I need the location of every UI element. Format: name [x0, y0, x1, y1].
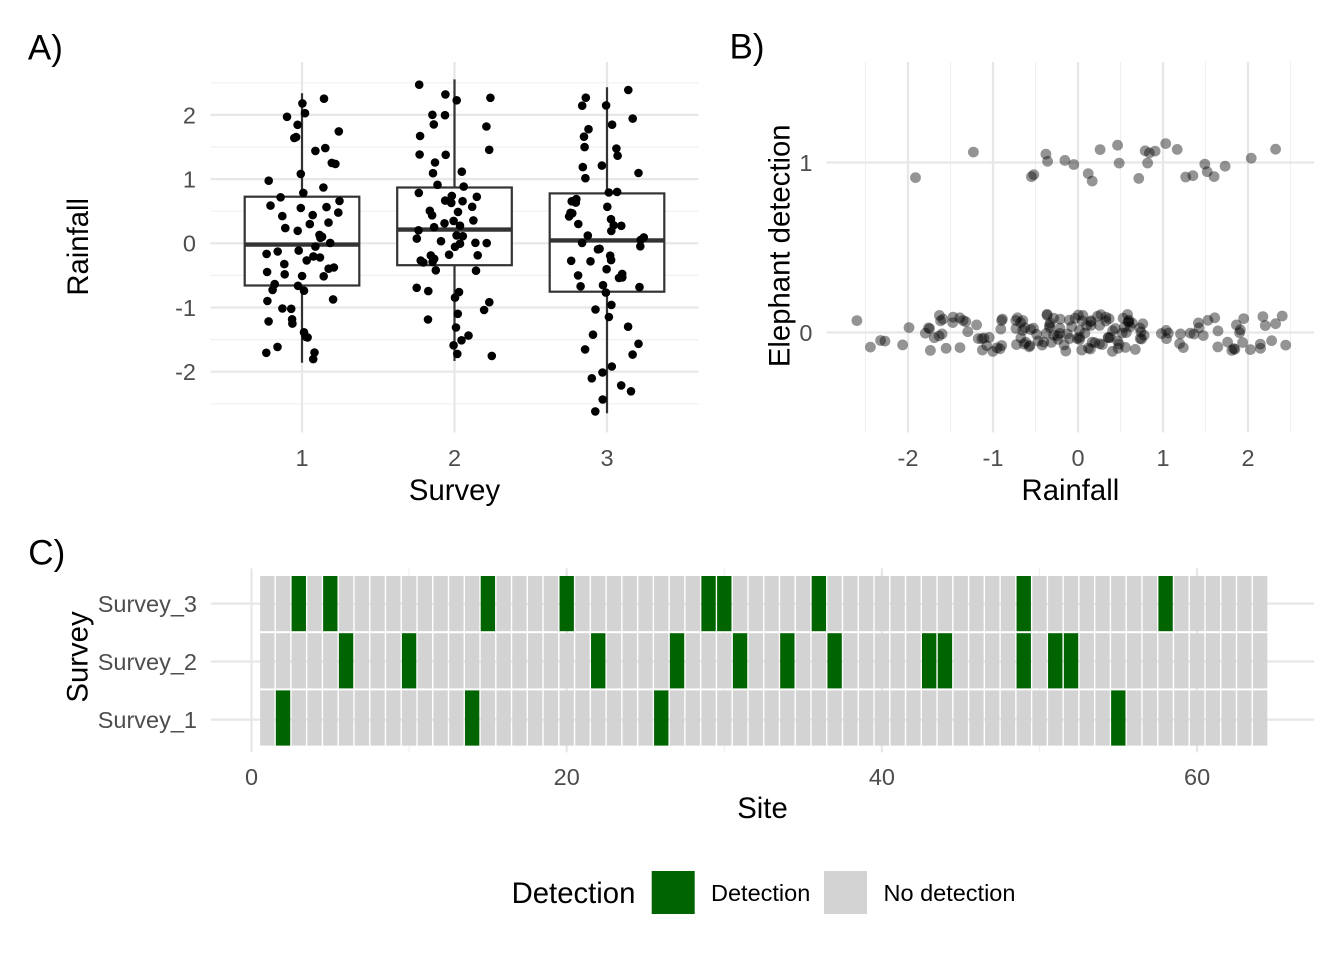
- svg-text:2: 2: [1241, 445, 1254, 471]
- svg-text:Site: Site: [737, 792, 787, 825]
- svg-text:1: 1: [183, 167, 196, 193]
- svg-text:Detection: Detection: [711, 880, 810, 906]
- svg-text:C): C): [28, 533, 65, 572]
- svg-text:Rainfall: Rainfall: [62, 198, 95, 296]
- svg-text:60: 60: [1184, 764, 1210, 790]
- svg-text:Survey_2: Survey_2: [98, 649, 197, 675]
- svg-text:-1: -1: [983, 445, 1004, 471]
- svg-text:2: 2: [448, 445, 461, 471]
- svg-text:-2: -2: [898, 445, 919, 471]
- svg-text:0: 0: [799, 320, 812, 346]
- svg-text:Survey_1: Survey_1: [98, 707, 197, 733]
- svg-text:-2: -2: [175, 359, 196, 385]
- svg-text:Survey: Survey: [62, 611, 95, 703]
- svg-text:Elephant detection: Elephant detection: [764, 124, 797, 367]
- svg-text:40: 40: [869, 764, 895, 790]
- svg-text:Rainfall: Rainfall: [1022, 474, 1120, 507]
- svg-text:2: 2: [183, 102, 196, 128]
- svg-text:No detection: No detection: [884, 880, 1016, 906]
- svg-text:A): A): [28, 29, 63, 68]
- svg-text:1: 1: [295, 445, 308, 471]
- svg-text:Survey: Survey: [409, 474, 501, 507]
- svg-text:Detection: Detection: [512, 877, 636, 910]
- svg-text:20: 20: [554, 764, 580, 790]
- svg-text:0: 0: [1071, 445, 1084, 471]
- svg-text:-1: -1: [175, 295, 196, 321]
- svg-text:B): B): [730, 28, 765, 67]
- svg-text:1: 1: [1156, 445, 1169, 471]
- svg-text:3: 3: [600, 445, 613, 471]
- svg-text:Survey_3: Survey_3: [98, 591, 197, 617]
- svg-text:1: 1: [799, 150, 812, 176]
- svg-text:0: 0: [183, 231, 196, 257]
- svg-text:0: 0: [245, 764, 258, 790]
